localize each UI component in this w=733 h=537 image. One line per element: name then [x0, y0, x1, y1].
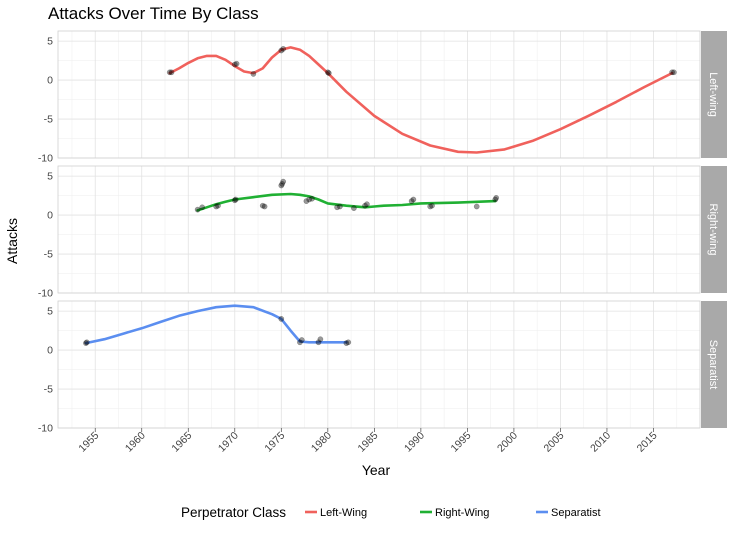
y-tick-label: -5: [44, 114, 53, 126]
data-point: [250, 71, 257, 77]
facet-strip-label: Right-wing: [707, 204, 719, 256]
data-point: [166, 69, 173, 76]
facet-strip: [701, 166, 727, 293]
data-point: [231, 197, 238, 204]
legend-entry-separatist: Separatist: [551, 507, 601, 519]
data-point: [261, 203, 268, 210]
data-point: [669, 69, 675, 76]
facet-strip-label: Separatist: [707, 340, 719, 390]
panel-border: [57, 300, 701, 429]
series-line-left-wing: [168, 46, 674, 154]
panel-border: [57, 30, 701, 159]
data-point: [279, 181, 286, 187]
x-tick-label: 1975: [262, 430, 287, 455]
data-point: [427, 203, 434, 210]
data-point: [83, 339, 90, 346]
data-point: [259, 202, 266, 209]
x-axis-title: Year: [362, 462, 391, 478]
facet-panel-separatist: -10 -5 0 5 Separatist: [38, 300, 727, 435]
y-tick-label: -10: [38, 153, 53, 165]
data-point: [215, 202, 221, 209]
data-point: [473, 203, 480, 210]
y-tick-label: 5: [47, 306, 53, 318]
data-point: [168, 69, 175, 76]
x-tick-label: 2015: [635, 430, 660, 455]
legend-title: Perpetrator Class: [181, 505, 286, 520]
x-tick-label: 1970: [216, 430, 241, 455]
y-tick-label: -5: [44, 384, 53, 396]
x-tick-label: 2005: [542, 430, 567, 455]
facet-panel-right-wing: -10 -5 0 5 Right-wing: [38, 165, 727, 300]
data-point: [213, 203, 220, 210]
data-point: [231, 61, 238, 68]
data-point: [297, 339, 303, 346]
data-point: [317, 336, 324, 343]
x-axis: 1955 1960 1965 1970 1975 1980 1985 1990 1995 2000…: [76, 428, 660, 455]
data-point: [280, 178, 287, 185]
data-point: [429, 202, 435, 209]
x-tick-label: 1995: [449, 430, 474, 455]
x-tick-label: 1990: [402, 430, 427, 455]
data-point: [351, 205, 357, 211]
data-point: [343, 340, 350, 346]
x-tick-label: 1985: [355, 430, 380, 455]
data-point: [278, 47, 285, 54]
data-point: [280, 46, 287, 52]
data-point: [408, 198, 415, 204]
facet-strip: [701, 301, 727, 428]
data-point: [233, 60, 240, 67]
facet-panels: -10 -5 0 5 Left-wing -10 -5 0 5 Right-wing -10 -5 0 5…: [38, 30, 727, 435]
data-point: [345, 339, 352, 346]
y-tick-label: -10: [38, 288, 53, 300]
facet-panel-left-wing: -10 -5 0 5 Left-wing: [38, 30, 727, 165]
data-point: [298, 337, 305, 343]
data-point: [278, 316, 285, 322]
y-axis-title: Attacks: [4, 218, 20, 264]
data-point: [671, 69, 677, 76]
legend: Perpetrator Class Left-Wing Right-Wing Sep…: [181, 505, 601, 520]
series-line-separatist: [84, 304, 348, 345]
data-point: [324, 69, 331, 76]
data-point: [493, 195, 500, 201]
legend-items: Left-Wing Right-Wing Separatist: [305, 507, 601, 519]
y-tick-label: 0: [47, 345, 53, 357]
data-point: [306, 196, 313, 203]
data-point: [309, 195, 315, 202]
x-tick-label: 2010: [588, 430, 613, 455]
y-tick-label: 0: [47, 210, 53, 222]
legend-entry-left-wing: Left-Wing: [320, 507, 367, 519]
data-point: [362, 202, 368, 209]
data-point: [303, 198, 310, 204]
y-tick-label: -10: [38, 423, 53, 435]
y-tick-label: -5: [44, 249, 53, 261]
facet-strip: [701, 31, 727, 158]
data-point: [410, 196, 417, 203]
x-tick-label: 1980: [309, 430, 334, 455]
x-tick-label: 1960: [123, 430, 148, 455]
data-point: [334, 204, 340, 211]
data-point: [232, 196, 239, 203]
data-point: [315, 339, 322, 346]
data-point: [364, 201, 370, 208]
data-point: [199, 204, 206, 211]
chart-title: Attacks Over Time By Class: [48, 4, 259, 23]
panel-border: [57, 165, 701, 294]
data-point: [278, 182, 285, 189]
x-tick-label: 2000: [495, 430, 520, 455]
data-point: [194, 206, 201, 213]
y-tick-label: 5: [47, 171, 53, 183]
x-tick-label: 1965: [169, 430, 194, 455]
y-tick-label: 0: [47, 75, 53, 87]
legend-entry-right-wing: Right-Wing: [435, 507, 489, 519]
data-point: [337, 203, 343, 210]
x-tick-label: 1955: [76, 430, 101, 455]
data-point: [83, 340, 89, 346]
series-line-right-wing: [196, 192, 497, 212]
y-tick-label: 5: [47, 36, 53, 48]
data-point: [325, 70, 332, 76]
data-point: [492, 196, 499, 203]
facet-strip-label: Left-wing: [707, 72, 719, 117]
